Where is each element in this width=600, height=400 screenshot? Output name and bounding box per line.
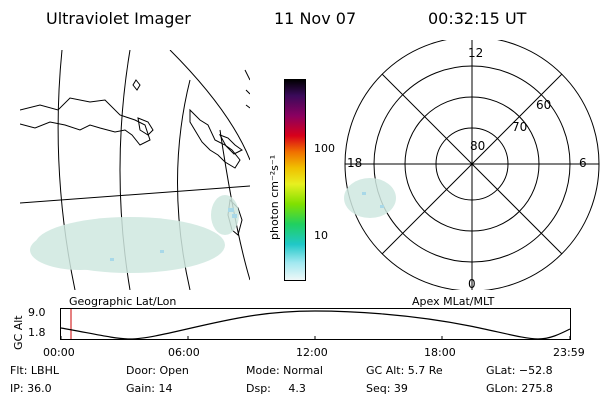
- polar-ring-label-70: 70: [512, 120, 528, 134]
- emission-patch: [30, 230, 130, 270]
- emission-patch: [344, 178, 396, 218]
- polar-ring-label-80: 80: [470, 139, 486, 153]
- longitude-line: [244, 69, 250, 81]
- mode-readout: Mode: Normal: [246, 364, 323, 377]
- date-label: 11 Nov 07: [274, 9, 357, 28]
- coastline: [189, 108, 241, 169]
- emission-pixel: [228, 208, 234, 212]
- altitude-xtick: 23:59: [553, 346, 585, 359]
- sequence-readout: Seq: 39: [366, 382, 408, 395]
- instrument-title: Ultraviolet Imager: [46, 9, 191, 28]
- altitude-plot: [60, 308, 571, 340]
- coastline: [132, 79, 141, 91]
- colorbar-tick-10: 10: [314, 229, 328, 242]
- polar-ring-label-60: 60: [536, 98, 552, 112]
- polar-label: Apex MLat/MLT: [412, 295, 495, 308]
- colorbar-unit-label: photon cm⁻²s⁻¹: [268, 154, 281, 240]
- colorbar-tick-100: 100: [314, 142, 335, 155]
- longitude-line: [169, 50, 250, 161]
- emission-pixel: [232, 214, 237, 218]
- gain-readout: Gain: 14: [126, 382, 173, 395]
- emission-pixel: [380, 205, 384, 208]
- map-label: Geographic Lat/Lon: [69, 295, 177, 308]
- ip-readout: IP: 36.0: [10, 382, 52, 395]
- time-label: 00:32:15 UT: [428, 9, 527, 28]
- altitude-ytick-min: 1.8: [28, 326, 46, 339]
- polar-diagonal: [381, 73, 563, 255]
- dsp-readout: Dsp: 4.3: [246, 382, 306, 395]
- geographic-longitude-readout: GLon: 275.8: [486, 382, 553, 395]
- filter-readout: Flt: LBHL: [10, 364, 59, 377]
- emission-pixel: [160, 250, 164, 253]
- coastline: [245, 89, 250, 109]
- geographic-map: [20, 50, 250, 290]
- polar-plot: [344, 40, 600, 290]
- altitude-xtick: 18:00: [424, 346, 456, 359]
- altitude-curve: [60, 310, 571, 340]
- altitude-ytick-max: 9.0: [28, 306, 46, 319]
- latitude-line: [20, 185, 250, 204]
- colorbar-gradient: [284, 79, 306, 281]
- colorbar: [284, 79, 306, 281]
- coastline: [137, 117, 154, 136]
- gc-altitude-readout: GC Alt: 5.7 Re: [366, 364, 443, 377]
- altitude-xtick: 12:00: [296, 346, 328, 359]
- mlt-label-12: 12: [468, 46, 484, 60]
- emission-patch: [211, 195, 239, 235]
- altitude-ylabel: GC Alt: [12, 315, 25, 350]
- altitude-xtick: 00:00: [43, 346, 75, 359]
- mlt-label-0: 0: [468, 277, 476, 291]
- emission-pixel: [362, 192, 366, 195]
- mlt-label-18: 18: [347, 156, 363, 170]
- coastline: [218, 134, 243, 155]
- altitude-xtick: 06:00: [168, 346, 200, 359]
- coastline: [20, 97, 151, 146]
- mlt-label-6: 6: [579, 156, 587, 170]
- geographic-latitude-readout: GLat: −52.8: [486, 364, 553, 377]
- altitude-plot-frame: [60, 308, 571, 340]
- door-readout: Door: Open: [126, 364, 189, 377]
- emission-pixel: [110, 258, 114, 261]
